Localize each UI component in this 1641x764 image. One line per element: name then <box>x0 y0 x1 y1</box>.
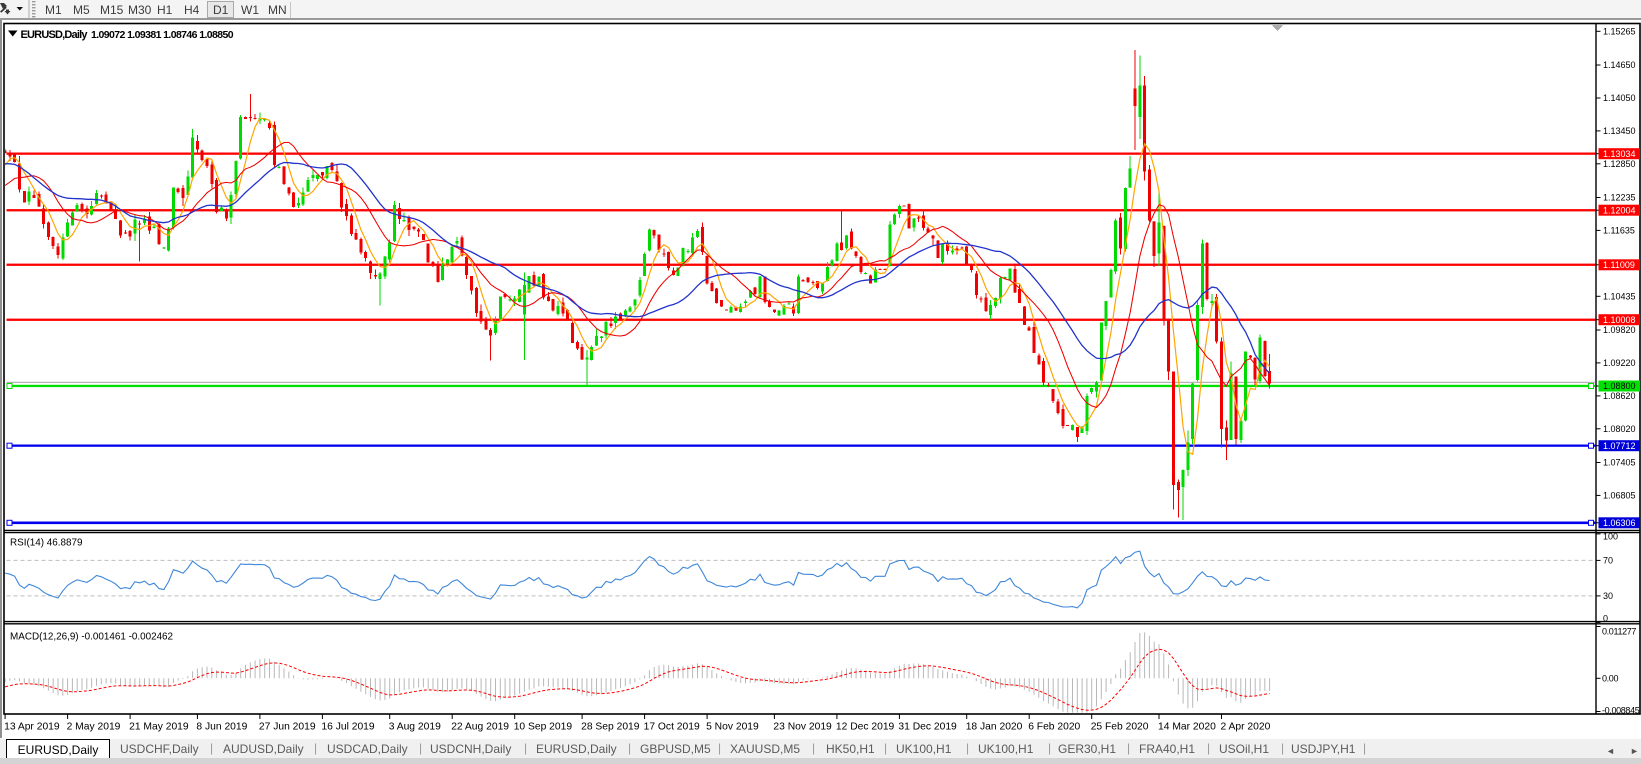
svg-text:0.00: 0.00 <box>1602 674 1618 684</box>
svg-text:1.08620: 1.08620 <box>1603 391 1636 401</box>
svg-text:10 Sep 2019: 10 Sep 2019 <box>514 721 573 732</box>
svg-text:1.09072 1.09381 1.08746 1.0885: 1.09072 1.09381 1.08746 1.08850 <box>91 29 234 41</box>
svg-text:18 Jan 2020: 18 Jan 2020 <box>966 721 1023 732</box>
svg-text:1.11009: 1.11009 <box>1603 260 1635 270</box>
svg-text:1.14050: 1.14050 <box>1603 93 1636 103</box>
svg-text:2 Apr 2020: 2 Apr 2020 <box>1221 721 1271 732</box>
svg-text:1.13450: 1.13450 <box>1603 126 1636 136</box>
svg-text:0.011277: 0.011277 <box>1602 627 1636 637</box>
svg-text:13 Apr 2019: 13 Apr 2019 <box>4 721 60 732</box>
svg-text:16 Jul 2019: 16 Jul 2019 <box>321 721 375 732</box>
svg-text:1.07712: 1.07712 <box>1603 441 1636 451</box>
svg-text:1.09820: 1.09820 <box>1603 325 1636 335</box>
svg-text:21 May 2019: 21 May 2019 <box>129 721 189 732</box>
svg-text:1.08800: 1.08800 <box>1603 381 1636 391</box>
svg-text:6 Feb 2020: 6 Feb 2020 <box>1028 721 1080 732</box>
svg-text:8 Jun 2019: 8 Jun 2019 <box>196 721 247 732</box>
svg-text:5 Nov 2019: 5 Nov 2019 <box>706 721 759 732</box>
svg-text:1.12004: 1.12004 <box>1603 205 1636 215</box>
svg-text:1.10008: 1.10008 <box>1603 315 1636 325</box>
svg-text:1.06805: 1.06805 <box>1603 491 1636 501</box>
svg-text:1.10435: 1.10435 <box>1603 292 1636 302</box>
svg-text:1.13034: 1.13034 <box>1603 149 1636 159</box>
svg-text:22 Aug 2019: 22 Aug 2019 <box>451 721 509 732</box>
svg-text:1.15265: 1.15265 <box>1603 27 1636 37</box>
svg-text:1.14650: 1.14650 <box>1603 60 1636 70</box>
svg-text:25 Feb 2020: 25 Feb 2020 <box>1091 721 1149 732</box>
svg-text:1.06306: 1.06306 <box>1603 518 1636 528</box>
svg-text:30: 30 <box>1603 591 1613 601</box>
svg-text:1.07405: 1.07405 <box>1603 458 1636 468</box>
svg-text:1.11635: 1.11635 <box>1603 226 1635 236</box>
svg-text:12 Dec 2019: 12 Dec 2019 <box>836 721 895 732</box>
svg-text:1.12235: 1.12235 <box>1603 193 1636 203</box>
svg-text:1.09220: 1.09220 <box>1603 358 1636 368</box>
svg-text:27 Jun 2019: 27 Jun 2019 <box>259 721 316 732</box>
svg-text:31 Dec 2019: 31 Dec 2019 <box>898 721 957 732</box>
svg-text:1.08020: 1.08020 <box>1603 424 1636 434</box>
svg-text:70: 70 <box>1603 556 1613 566</box>
svg-text:100: 100 <box>1603 532 1618 542</box>
svg-text:28 Sep 2019: 28 Sep 2019 <box>581 721 640 732</box>
svg-text:-0.008845: -0.008845 <box>1602 706 1640 716</box>
svg-text:RSI(14) 46.8879: RSI(14) 46.8879 <box>10 538 83 549</box>
svg-text:1.12850: 1.12850 <box>1603 159 1636 169</box>
svg-text:MACD(12,26,9) -0.001461 -0.002: MACD(12,26,9) -0.001461 -0.002462 <box>10 632 173 643</box>
svg-text:14 Mar 2020: 14 Mar 2020 <box>1158 721 1216 732</box>
svg-text:3 Aug 2019: 3 Aug 2019 <box>389 721 441 732</box>
svg-text:17 Oct 2019: 17 Oct 2019 <box>644 721 700 732</box>
svg-text:23 Nov 2019: 23 Nov 2019 <box>773 721 832 732</box>
svg-text:2 May 2019: 2 May 2019 <box>67 721 121 732</box>
svg-text:0: 0 <box>1603 614 1608 624</box>
svg-text:EURUSD,Daily: EURUSD,Daily <box>21 29 89 41</box>
